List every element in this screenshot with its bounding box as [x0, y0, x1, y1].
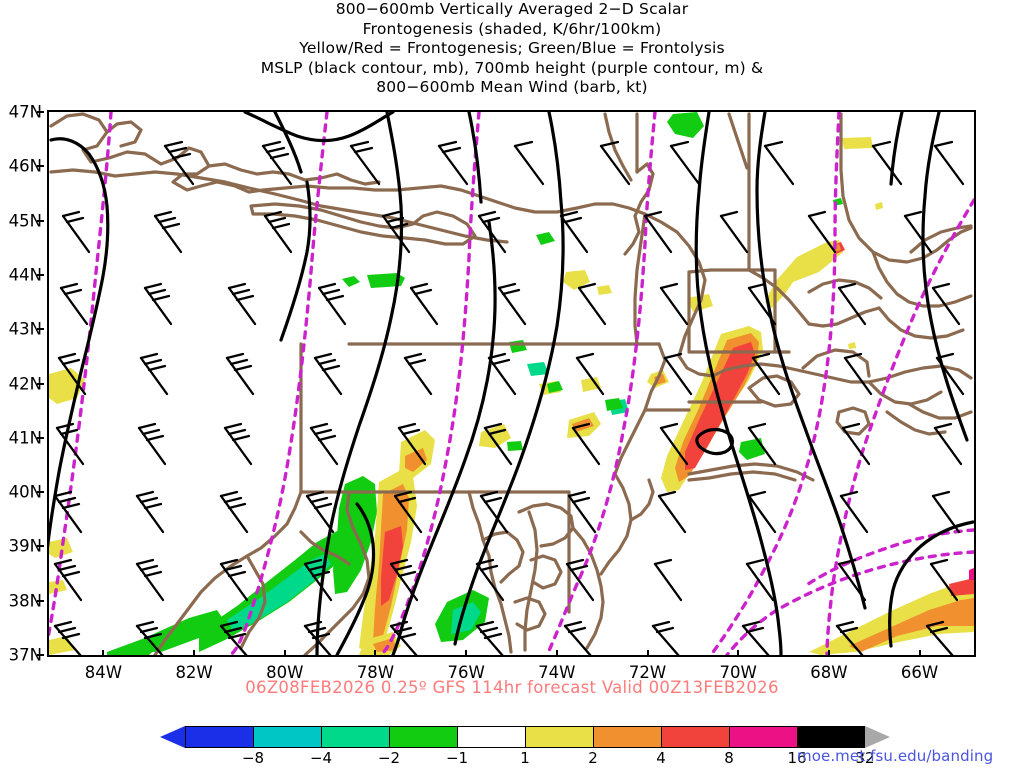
- x-axis-tick-label: 78W: [356, 663, 395, 682]
- x-axis-tick-label: 72W: [628, 663, 667, 682]
- colorbar-low-arrow: [160, 726, 185, 748]
- colorbar-tick-label: 8: [724, 749, 734, 767]
- colorbar-segment-red[interactable]: [661, 726, 729, 748]
- colorbar-tick-label: −4: [309, 749, 333, 767]
- x-axis-tick: [646, 650, 649, 657]
- title-line-4: MSLP (black contour, mb), 700mb height (…: [260, 58, 764, 77]
- colorbar-tick-label: 2: [588, 749, 598, 767]
- y-axis-tick: [37, 436, 44, 439]
- y-axis-tick-label: 46N: [8, 156, 42, 176]
- y-axis-tick: [37, 273, 44, 276]
- x-axis-tick: [918, 650, 921, 657]
- chart-title-block: 800−600mb Vertically Averaged 2−D Scalar…: [0, 0, 1024, 98]
- x-axis-tick: [374, 650, 377, 657]
- x-axis-tick-label: 80W: [266, 663, 304, 682]
- y-axis-tick: [37, 491, 44, 494]
- forecast-caption: 06Z08FEB2026 0.25º GFS 114hr forecast Va…: [245, 678, 779, 697]
- x-axis-tick: [102, 650, 105, 657]
- colorbar-tick-label: 16: [787, 749, 807, 767]
- x-axis-tick-label: 82W: [175, 663, 213, 682]
- y-axis-tick: [37, 545, 44, 548]
- y-axis-tick: [37, 111, 44, 113]
- x-axis-tick: [827, 650, 830, 657]
- y-axis-tick-label: 41N: [8, 428, 42, 448]
- x-axis-tick-label: 66W: [900, 663, 939, 682]
- colorbar-segment-black[interactable]: [797, 726, 865, 748]
- geography-borders: [49, 112, 973, 655]
- colorbar-tick-label: 1: [520, 749, 530, 767]
- y-axis-tick-label: 40N: [8, 482, 42, 502]
- colorbar-segment-cyan[interactable]: [253, 726, 321, 748]
- site-watermark: moe.met.fsu.edu/banding: [797, 747, 994, 765]
- x-axis-tick-label: 74W: [538, 663, 576, 682]
- colorbar-segment-yellow[interactable]: [525, 726, 593, 748]
- x-axis-tick: [465, 650, 468, 657]
- x-axis-tick: [283, 650, 286, 657]
- x-axis-tick: [555, 650, 558, 657]
- colorbar-segment-green[interactable]: [389, 726, 457, 748]
- y-axis-tick-label: 47N: [8, 102, 42, 122]
- y-axis-labels: 47N 46N 45N 44N 43N 42N 41N 40N 39N 38N 37N: [0, 103, 44, 665]
- x-axis-tick-label: 76W: [447, 663, 485, 682]
- y-axis-tick: [37, 165, 44, 168]
- x-axis-tick: [193, 650, 196, 657]
- x-axis-labels: 84W 82W 80W 78W 76W 74W 72W 70W 68W 66W: [47, 650, 976, 683]
- colorbar[interactable]: −8 −4 −2 −1 1 2 4 8 16 32: [160, 722, 900, 768]
- y-axis-tick: [37, 599, 44, 602]
- y-axis-tick: [37, 382, 44, 385]
- y-axis-tick: [37, 219, 44, 222]
- x-axis-tick-label: 84W: [84, 663, 123, 682]
- colorbar-tick-label: −1: [445, 749, 469, 767]
- colorbar-tick-label: −8: [241, 749, 265, 767]
- map-plot-area[interactable]: [47, 110, 976, 657]
- y-axis-tick-label: 39N: [8, 536, 42, 556]
- colorbar-tick-label: −2: [377, 749, 401, 767]
- y-axis-tick: [37, 328, 44, 331]
- colorbar-segments[interactable]: [185, 726, 865, 748]
- x-axis-tick-label: 70W: [719, 663, 757, 682]
- title-line-1: 800−600mb Vertically Averaged 2−D Scalar: [335, 0, 689, 18]
- y-axis-tick-label: 37N: [8, 645, 42, 665]
- y-axis-tick: [37, 654, 44, 656]
- y-axis-tick-label: 45N: [8, 211, 42, 231]
- title-line-3: Yellow/Red = Frontogenesis; Green/Blue =…: [299, 39, 725, 57]
- y-axis-tick-label: 43N: [8, 319, 42, 339]
- x-axis-tick-label: 68W: [810, 663, 848, 682]
- colorbar-tick-label: 4: [656, 749, 666, 767]
- title-line-5: 800−600mb Mean Wind (barb, kt): [376, 78, 648, 96]
- colorbar-segment-teal[interactable]: [321, 726, 389, 748]
- colorbar-high-arrow: [865, 726, 890, 748]
- colorbar-segment-white[interactable]: [457, 726, 525, 748]
- colorbar-segment-magenta[interactable]: [729, 726, 797, 748]
- colorbar-tick-label: 32: [855, 749, 875, 767]
- y-axis-tick-label: 42N: [8, 374, 42, 393]
- wind-barbs: [53, 140, 965, 655]
- height-contours-700mb: [49, 112, 974, 655]
- colorbar-segment-blue[interactable]: [185, 726, 253, 748]
- y-axis-tick-label: 44N: [8, 265, 42, 285]
- mslp-contours: [49, 112, 974, 655]
- y-axis-tick-label: 38N: [8, 591, 42, 611]
- title-line-2: Frontogenesis (shaded, K/6hr/100km): [362, 19, 662, 38]
- map-canvas: [49, 112, 974, 655]
- x-axis-tick: [737, 650, 740, 657]
- colorbar-segment-orange[interactable]: [593, 726, 661, 748]
- colorbar-tick-labels: −8 −4 −2 −1 1 2 4 8 16 32: [185, 749, 875, 767]
